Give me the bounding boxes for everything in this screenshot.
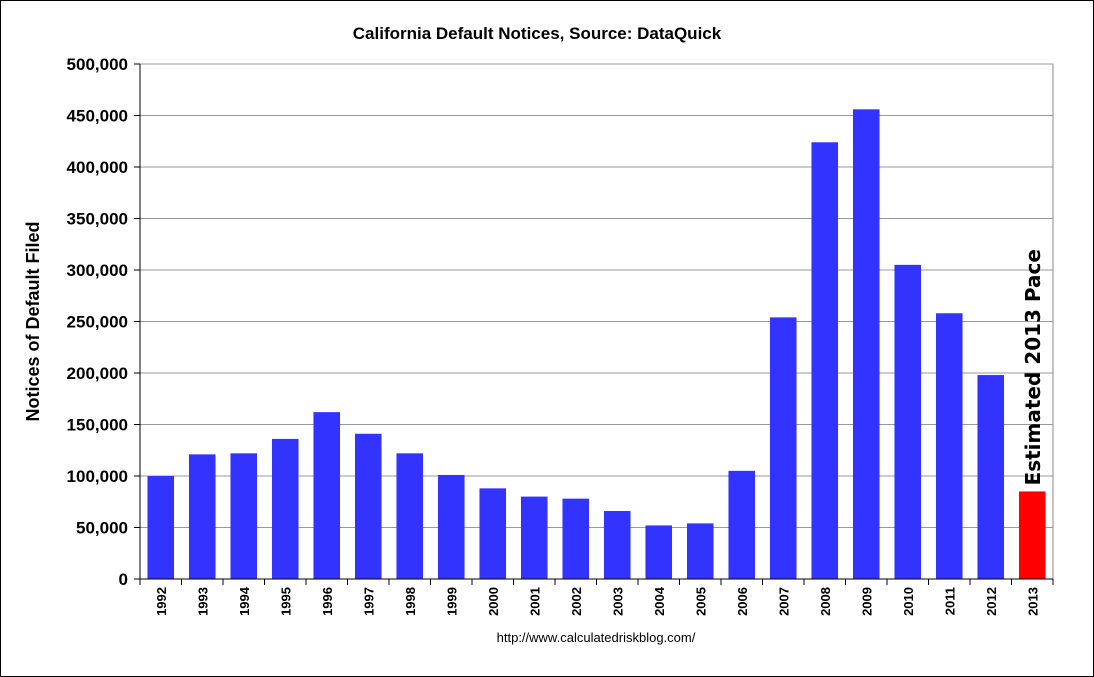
x-tick-label: 2004 <box>652 586 667 616</box>
y-axis-ticks: 0 50,000 100,000 150,000 200,000 250,000 300,0… <box>67 55 140 589</box>
bar-2012 <box>977 375 1005 579</box>
bar-1994 <box>230 453 258 579</box>
y-tick-label: 450,000 <box>67 107 128 126</box>
y-tick-label: 50,000 <box>76 519 128 538</box>
x-tick-label: 2008 <box>818 587 833 616</box>
y-tick-label: 350,000 <box>67 210 128 229</box>
bar-annotation: Estimated 2013 Pace <box>1021 249 1045 485</box>
y-tick-label: 500,000 <box>67 55 128 74</box>
x-tick-label: 1997 <box>361 587 376 616</box>
x-tick-label: 2002 <box>569 587 584 616</box>
bar-2006 <box>728 470 756 579</box>
bar-1993 <box>188 454 216 579</box>
bar-2000 <box>479 488 507 579</box>
y-tick-label: 400,000 <box>67 158 128 177</box>
bar-1999 <box>437 474 465 579</box>
bar-2009 <box>852 109 880 579</box>
x-tick-label: 2011 <box>942 587 957 615</box>
bar-1992 <box>147 476 175 579</box>
bar-2003 <box>603 511 631 579</box>
x-tick-label: 1996 <box>320 587 335 616</box>
x-tick-label: 2009 <box>859 587 874 616</box>
bar-1997 <box>354 433 382 579</box>
bar-2008 <box>811 142 839 579</box>
x-tick-label: 2013 <box>1025 587 1040 616</box>
y-tick-label: 100,000 <box>67 467 128 486</box>
x-tick-label: 2012 <box>984 587 999 616</box>
bar-2001 <box>520 496 548 579</box>
bar-2007 <box>769 317 797 579</box>
bar-1998 <box>396 453 424 579</box>
x-tick-label: 2010 <box>901 587 916 616</box>
x-axis-ticks: 1992 1993 1994 1995 1996 1997 1998 1999 2000 2001… <box>139 579 1054 616</box>
bar-2005 <box>686 523 714 579</box>
bar-2002 <box>562 498 590 579</box>
bar-2011 <box>935 313 963 579</box>
bar-2010 <box>894 264 922 579</box>
x-tick-label: 1995 <box>278 587 293 616</box>
x-tick-label: 2006 <box>735 587 750 616</box>
x-tick-label: 2007 <box>776 587 791 616</box>
bars <box>147 109 1046 579</box>
y-axis-label: Notices of Default Filed <box>23 221 43 421</box>
x-tick-label: 2001 <box>527 587 542 616</box>
source-url: http://www.calculatedriskblog.com/ <box>497 630 696 645</box>
bar-2013 <box>1018 491 1046 579</box>
chart-title: California Default Notices, Source: Data… <box>353 24 722 43</box>
bar-1996 <box>313 412 341 579</box>
x-tick-label: 2000 <box>486 587 501 616</box>
bar-1995 <box>271 438 299 579</box>
x-tick-label: 1993 <box>195 587 210 616</box>
y-tick-label: 300,000 <box>67 261 128 280</box>
y-tick-label: 200,000 <box>67 364 128 383</box>
x-tick-label: 1998 <box>403 587 418 616</box>
y-tick-label: 150,000 <box>67 416 128 435</box>
y-tick-label: 250,000 <box>67 313 128 332</box>
x-tick-label: 1999 <box>444 587 459 616</box>
x-tick-label: 2003 <box>610 587 625 616</box>
x-tick-label: 1994 <box>237 586 252 616</box>
x-tick-label: 2005 <box>693 587 708 616</box>
x-tick-label: 1992 <box>154 587 169 616</box>
bar-2004 <box>645 525 673 579</box>
y-tick-label: 0 <box>119 570 128 589</box>
